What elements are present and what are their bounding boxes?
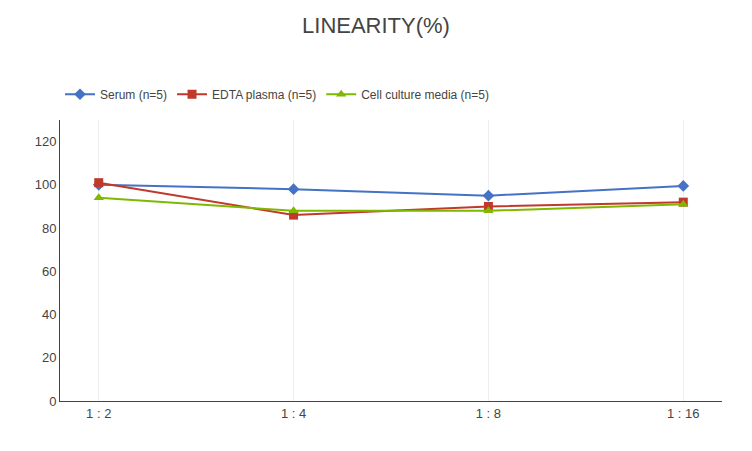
- svg-text:1 : 16: 1 : 16: [667, 406, 700, 421]
- svg-text:LINEARITY(%): LINEARITY(%): [302, 13, 450, 38]
- svg-text:120: 120: [35, 134, 57, 149]
- svg-text:40: 40: [42, 307, 56, 322]
- svg-text:Cell culture media (n=5): Cell culture media (n=5): [361, 88, 489, 102]
- svg-text:80: 80: [42, 221, 56, 236]
- svg-text:1 : 4: 1 : 4: [281, 406, 306, 421]
- svg-text:0: 0: [49, 394, 56, 409]
- svg-text:60: 60: [42, 264, 56, 279]
- svg-text:1 : 8: 1 : 8: [476, 406, 501, 421]
- svg-text:100: 100: [35, 177, 57, 192]
- svg-text:Serum (n=5): Serum (n=5): [100, 88, 167, 102]
- svg-text:EDTA plasma (n=5): EDTA plasma (n=5): [212, 88, 316, 102]
- svg-text:20: 20: [42, 350, 56, 365]
- svg-text:1 : 2: 1 : 2: [86, 406, 111, 421]
